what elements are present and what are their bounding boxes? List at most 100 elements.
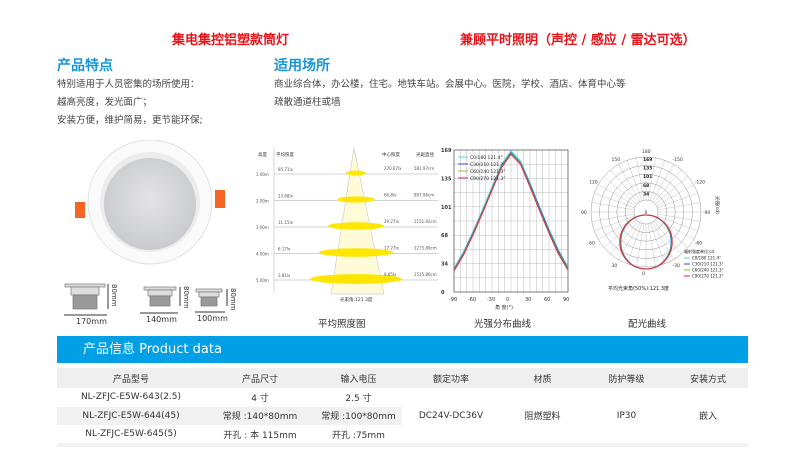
radial-line bbox=[657, 215, 698, 231]
x-tick-label: 60 bbox=[544, 297, 550, 303]
header-label: 平均照度 bbox=[276, 151, 294, 158]
radial-line bbox=[653, 169, 682, 203]
height-label: 3.00m bbox=[256, 225, 269, 230]
col-header: 安装方式 bbox=[668, 368, 748, 388]
header-label: 中心照度 bbox=[382, 151, 400, 158]
model-cell: NL-ZFJC-E5W-643(2.5) bbox=[80, 392, 182, 403]
radial-line bbox=[591, 202, 635, 211]
feature-line: 安装方便，维护简易，更节能环保; bbox=[57, 115, 203, 126]
ring-label: 34 bbox=[643, 191, 649, 197]
legend-label: C0/180 121.4° bbox=[692, 256, 721, 261]
radial-line bbox=[591, 213, 635, 222]
polar-caption: 配光曲线 bbox=[628, 319, 667, 330]
applications-heading: 适用场所 bbox=[274, 58, 330, 74]
center-lux-label: 29.27lx bbox=[384, 219, 400, 224]
legend-label: C30/210 121.3° bbox=[692, 262, 724, 267]
ring bbox=[599, 165, 693, 259]
diameter-label: 1275.89cm bbox=[414, 246, 437, 251]
radial-line bbox=[653, 221, 682, 255]
avg-lux-label: 95.71lx bbox=[278, 167, 294, 172]
ring bbox=[608, 174, 684, 250]
center-lux-label: 66.8lx bbox=[384, 193, 397, 198]
dimension-drawing-icons bbox=[64, 283, 228, 316]
table-bottom-rule bbox=[57, 443, 748, 447]
light-cone bbox=[330, 147, 385, 295]
x-tick-label: -60 bbox=[468, 297, 476, 303]
series-line bbox=[453, 153, 569, 272]
radial-line bbox=[603, 176, 637, 205]
light-spot bbox=[328, 222, 384, 230]
center-lux-label: 270.67lx bbox=[384, 166, 402, 171]
avg-lux-label: 23.68lx bbox=[278, 194, 294, 199]
legend-label: C90/270 121.3° bbox=[692, 274, 724, 279]
downlight-product-image bbox=[75, 140, 225, 265]
col-header: 输入电压 bbox=[315, 368, 402, 388]
radial-line bbox=[655, 219, 689, 248]
diameter-label: 897.96cm bbox=[414, 193, 434, 198]
applications-list: 商业综合体，办公楼，住宅。地铁车站。会展中心。医院，学校、酒店、体育中心等 疏散… bbox=[274, 76, 626, 112]
y-tick-label: 34 bbox=[441, 261, 448, 267]
angle-label: 30 bbox=[612, 263, 618, 269]
model-cell: NL-ZFJC-E5W-644(45) bbox=[57, 406, 205, 425]
height-label: 5.00m bbox=[256, 278, 269, 283]
size-cell: 4 寸 bbox=[251, 393, 269, 404]
intensity-chart: 0 34 68 101 135 169 -90 -60 -30 0 30 60 90 角 度(°) C0/1… bbox=[441, 148, 569, 311]
radial-line bbox=[627, 160, 643, 201]
col-header: 防护等级 bbox=[585, 368, 668, 388]
ring bbox=[616, 182, 676, 242]
radial-line bbox=[647, 157, 656, 201]
diameter-label: 1515.86cm bbox=[414, 272, 437, 277]
avg-lux-label: 6.17lx bbox=[278, 247, 291, 252]
diameter-label: 581.97cm bbox=[414, 166, 434, 171]
ring bbox=[590, 156, 702, 268]
voltage-cell: 2.5 寸 bbox=[345, 393, 372, 404]
radial-line bbox=[656, 184, 694, 207]
angle-label: -30 bbox=[673, 263, 680, 269]
material-cell: 阻燃塑料 bbox=[524, 412, 561, 423]
angle-label: -150 bbox=[673, 157, 683, 163]
radial-line bbox=[603, 219, 637, 248]
x-axis-label: 角 度(°) bbox=[495, 304, 513, 311]
radial-line bbox=[657, 193, 698, 209]
center-circle bbox=[633, 199, 659, 225]
polar-chart: 34 68 101 135 169 0 180 150 120 90 60 30 0 -30 -60 -90 -… bbox=[581, 149, 724, 292]
radial-line bbox=[594, 215, 635, 231]
height-label: 2.00m bbox=[256, 199, 269, 204]
intensity-caption: 光强分布曲线 bbox=[474, 319, 532, 330]
product-data-bar: 产品信息 Product data bbox=[57, 336, 748, 363]
feature-line: 特别适用于人员密集的场所使用： bbox=[57, 79, 200, 90]
x-tick-label: 90 bbox=[563, 297, 569, 303]
radial-line bbox=[618, 164, 641, 202]
illuminance-caption: 平均照度图 bbox=[318, 319, 366, 330]
avg-lux-label: 3.81lx bbox=[278, 273, 291, 278]
product-table: 产品型号 产品尺寸 输入电压 额定功率 材质 防护等级 安装方式 NL-ZFJC… bbox=[57, 368, 748, 444]
y-tick-label: 101 bbox=[441, 205, 452, 211]
radial-line bbox=[598, 184, 636, 207]
x-tick-label: 30 bbox=[525, 297, 531, 303]
radial-line bbox=[610, 169, 639, 203]
x-tick-label: 0 bbox=[506, 297, 509, 303]
col-header: 额定功率 bbox=[402, 368, 500, 388]
light-spot bbox=[310, 274, 402, 284]
table-row: NL-ZFJC-E5W-643(2.5) 4 寸 2.5 寸 DC24V-DC3… bbox=[57, 388, 748, 422]
angle-label: 150 bbox=[612, 157, 621, 163]
radial-line bbox=[651, 164, 674, 202]
radial-line bbox=[657, 213, 701, 222]
legend-label: C60/240 121.3° bbox=[692, 268, 724, 273]
radial-line bbox=[649, 160, 665, 201]
plot-frame bbox=[453, 149, 569, 293]
center-lux-label: 9.85lx bbox=[384, 272, 397, 277]
angle-label: 120 bbox=[589, 180, 598, 186]
col-header: 材质 bbox=[500, 368, 585, 388]
col-header: 产品尺寸 bbox=[205, 368, 315, 388]
distribution-curve bbox=[619, 214, 673, 270]
ring-label: 68 bbox=[643, 183, 649, 189]
application-line: 疏散通道柱或墙 bbox=[274, 97, 341, 108]
ip-cell: IP30 bbox=[616, 410, 637, 421]
size-cell: 开孔 : 本 115mm bbox=[223, 430, 297, 441]
dimension-width: 170mm bbox=[76, 317, 107, 326]
application-line: 商业综合体，办公楼，住宅。地铁车站。会展中心。医院，学校、酒店、体育中心等 bbox=[274, 79, 626, 90]
radial-line bbox=[636, 157, 645, 201]
ring bbox=[625, 191, 667, 233]
legend-label: C90/270 121.3° bbox=[470, 176, 506, 182]
